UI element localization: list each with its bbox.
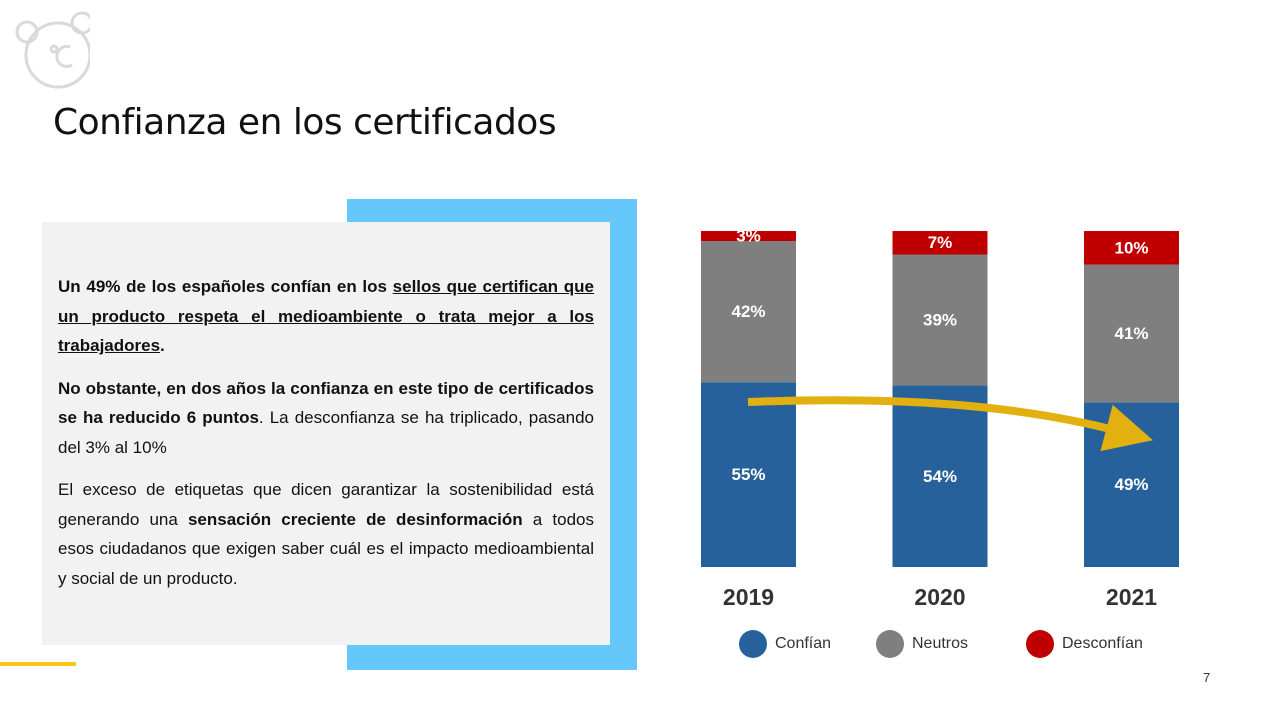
data-label: 55% xyxy=(731,465,765,484)
data-label: 49% xyxy=(1114,475,1148,494)
bar-segment xyxy=(892,231,988,255)
x-tick-label: 2019 xyxy=(723,584,774,610)
text-run: Un 49% de los españoles confían en los xyxy=(58,277,393,296)
paragraph: No obstante, en dos años la confianza en… xyxy=(58,374,594,463)
data-label: 7% xyxy=(928,233,953,252)
x-tick-label: 2020 xyxy=(914,584,965,610)
data-label: 39% xyxy=(923,311,957,330)
text-run: No obstante, en dos años la confianza en… xyxy=(58,378,594,428)
text-run: . xyxy=(160,336,165,355)
text-run: sensación creciente de desinformación xyxy=(187,509,523,529)
x-tick-label: 2021 xyxy=(1106,584,1157,610)
data-label: 42% xyxy=(731,302,765,321)
paragraph: Un 49% de los españoles confían en los s… xyxy=(58,272,594,361)
bar-segment xyxy=(1084,231,1179,265)
legend-label: Confían xyxy=(775,635,831,652)
legend-swatch xyxy=(876,630,904,658)
data-label: 3% xyxy=(736,227,761,246)
legend-swatch xyxy=(739,630,767,658)
data-label: 41% xyxy=(1114,324,1148,343)
logo xyxy=(15,11,90,89)
bar-segment xyxy=(892,385,988,567)
legend-label: Desconfían xyxy=(1062,635,1143,652)
text-run: a todos esos ciudadanos que exigen saber… xyxy=(58,509,594,588)
paragraph: El exceso de etiquetas que dicen garanti… xyxy=(58,475,594,593)
text-run: . La desconfianza se ha triplicado, pasa… xyxy=(58,408,594,457)
bar-segment xyxy=(701,231,796,242)
bar-segment xyxy=(1084,264,1179,403)
legend-label: Neutros xyxy=(912,635,968,652)
slide-title: Confianza en los certificados xyxy=(53,102,557,143)
trend-arrow xyxy=(747,396,1153,452)
text-panel xyxy=(42,222,610,645)
page-number: 7 xyxy=(1203,670,1211,685)
data-label: 10% xyxy=(1114,238,1148,257)
body-text: Un 49% de los españoles confían en los s… xyxy=(58,272,594,606)
bar-segment xyxy=(892,254,988,386)
legend-swatch xyxy=(1026,630,1054,658)
bar-segment xyxy=(701,241,796,383)
accent-line xyxy=(0,662,76,666)
bar-segment xyxy=(701,382,796,567)
data-label: 54% xyxy=(923,467,957,486)
text-run: sellos que certifican que un producto re… xyxy=(58,277,594,355)
text-run: El exceso de etiquetas que dicen garanti… xyxy=(58,480,594,529)
